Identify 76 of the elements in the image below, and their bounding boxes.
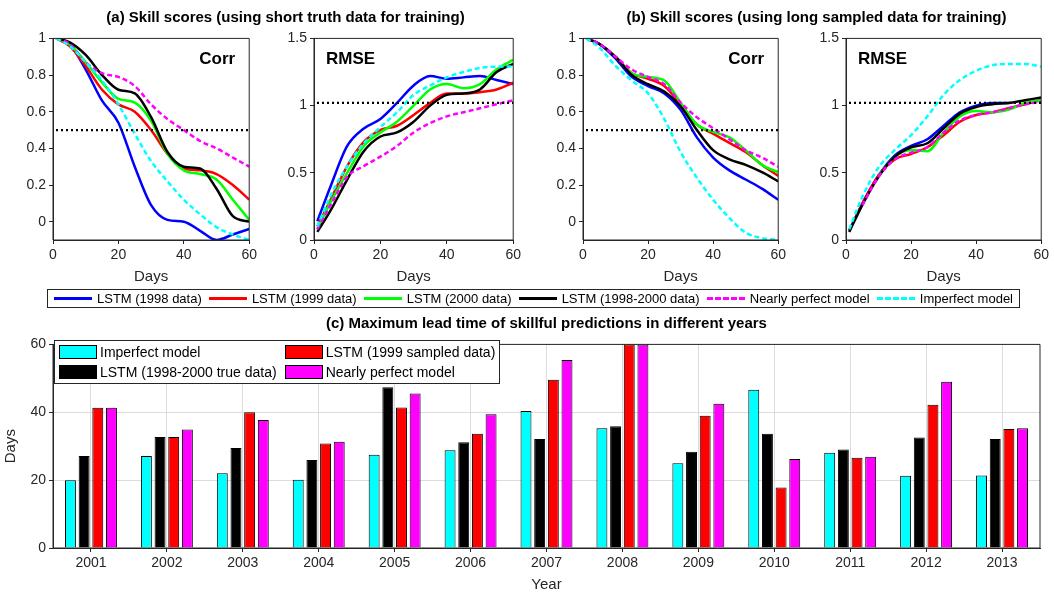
y-tick-label: 1.5 <box>287 29 308 46</box>
x-tick-label: 40 <box>176 246 192 263</box>
legend-label: LSTM (1999 sampled data) <box>325 344 496 360</box>
x-tick-label: 40 <box>439 246 455 263</box>
x-tick-label: 2013 <box>986 554 1018 571</box>
x-tick-label: 2006 <box>455 554 487 571</box>
y-tick-label: 0 <box>831 230 840 247</box>
x-tick-label: 0 <box>842 246 851 263</box>
legend-label: Imperfect model <box>919 291 1013 306</box>
y-tick-label: 0.5 <box>819 163 840 180</box>
x-tick-label: 2010 <box>758 554 791 571</box>
x-tick-label: 2001 <box>75 554 107 571</box>
x-axis-title: Days <box>926 267 961 285</box>
x-tick-label: 2009 <box>682 554 715 571</box>
legend-label: Nearly perfect model <box>325 364 455 380</box>
x-tick-label: 2002 <box>151 554 183 571</box>
y-tick-label: 1 <box>568 29 577 46</box>
x-tick-label: 20 <box>903 246 920 263</box>
x-tick-label: 2007 <box>530 554 563 571</box>
y-tick-label: 0.6 <box>556 102 577 119</box>
y-tick-label: 0 <box>38 538 47 555</box>
legend-label: LSTM (1998-2000 data) <box>561 291 700 306</box>
x-axis-title: Days <box>396 267 431 285</box>
y-tick-label: 20 <box>30 470 47 487</box>
y-tick-label: 0 <box>299 230 308 247</box>
x-tick-label: 60 <box>1033 246 1050 263</box>
y-tick-label: 1 <box>38 29 47 46</box>
legend-label: LSTM (2000 data) <box>406 291 512 306</box>
text: (b) Skill scores (using long sampled data for training) <box>625 8 1008 25</box>
x-tick-label: 60 <box>770 246 787 263</box>
x-tick-label: 20 <box>372 246 389 263</box>
y-tick-label: 0.5 <box>287 163 308 180</box>
x-tick-label: 40 <box>968 246 985 263</box>
y-tick-label: 0.8 <box>556 65 577 82</box>
x-tick-label: 0 <box>49 246 58 263</box>
y-axis-title: Days <box>1 429 19 464</box>
legend-label: Imperfect model <box>100 344 201 360</box>
y-tick-label: 0.8 <box>26 65 47 82</box>
legend-label: Nearly perfect model <box>749 291 870 306</box>
x-tick-label: 20 <box>640 246 657 263</box>
x-tick-label: 20 <box>110 246 127 263</box>
x-tick-label: 2011 <box>835 554 866 571</box>
y-tick-label: 0.2 <box>556 175 577 192</box>
y-tick-label: 40 <box>30 403 47 420</box>
x-tick-label: 2004 <box>303 554 335 571</box>
legend-label: LSTM (1999 data) <box>251 291 357 306</box>
y-tick-label: 1 <box>831 96 840 113</box>
annotation: RMSE <box>326 48 376 68</box>
y-tick-label: 0.6 <box>26 102 47 119</box>
x-tick-label: 0 <box>579 246 588 263</box>
y-tick-label: 1.5 <box>819 29 840 46</box>
chart-title: (c) Maximum lead time of skillful predictions in different years <box>325 314 768 331</box>
x-tick-label: 60 <box>505 246 522 263</box>
x-axis-title: Year <box>531 575 562 593</box>
text: (a) Skill scores (using short truth data for training) <box>105 8 466 25</box>
annotation: Corr <box>199 48 236 68</box>
annotation: Corr <box>728 48 765 68</box>
y-tick-label: 0.2 <box>26 175 47 192</box>
legend-label: LSTM (1998-2000 true data) <box>100 364 277 380</box>
y-tick-label: 0.4 <box>556 139 577 156</box>
y-tick-label: 60 <box>30 335 47 352</box>
x-tick-label: 2003 <box>227 554 259 571</box>
x-axis-title: Days <box>663 267 698 285</box>
legend-label: LSTM (1998 data) <box>97 291 202 306</box>
y-tick-label: 0 <box>38 212 47 229</box>
y-tick-label: 0 <box>568 212 577 229</box>
x-tick-label: 2008 <box>606 554 639 571</box>
x-tick-label: 60 <box>241 246 258 263</box>
annotation: RMSE <box>858 48 908 68</box>
x-axis-title: Days <box>134 267 169 285</box>
x-tick-label: 40 <box>705 246 722 263</box>
x-tick-label: 2012 <box>910 554 942 571</box>
y-tick-label: 1 <box>299 96 308 113</box>
y-tick-label: 0.4 <box>26 139 47 156</box>
x-tick-label: 2005 <box>379 554 411 571</box>
x-tick-label: 0 <box>310 246 319 263</box>
